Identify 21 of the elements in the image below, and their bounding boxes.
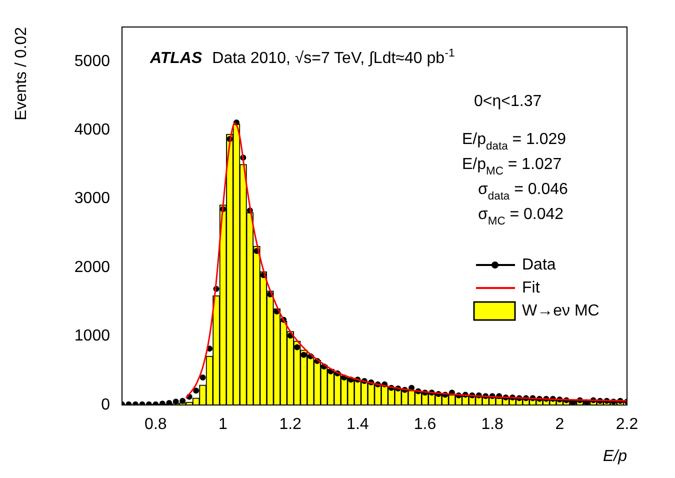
x-tick-label: 1 (218, 416, 228, 434)
x-tick-label: 2 (555, 416, 564, 434)
y-tick-label: 4000 (74, 121, 110, 138)
annotation: 0<η<1.37 (474, 93, 542, 110)
legend-label: Fit (522, 279, 540, 296)
x-tick-label: 2.2 (616, 416, 638, 434)
x-tick-label: 1.4 (346, 416, 369, 434)
y-tick-label: 0 (101, 396, 110, 414)
legend-label: W→eν MC (522, 302, 600, 320)
y-tick-label: 1000 (74, 328, 110, 345)
y-tick-label: 5000 (74, 52, 110, 70)
legend-label: Data (522, 256, 556, 274)
y-axis-title: Events / 0.02 (13, 26, 30, 120)
x-tick-label: 1.8 (481, 416, 504, 434)
x-tick-label: 1.2 (279, 416, 302, 434)
annotation: ATLAS (149, 50, 202, 67)
x-tick-label: 1.6 (414, 416, 436, 434)
y-tick-label: 2000 (74, 258, 110, 276)
y-tick-label: 3000 (74, 190, 110, 208)
x-axis-title: E/p (602, 448, 628, 465)
x-tick-label: 0.8 (144, 416, 167, 434)
